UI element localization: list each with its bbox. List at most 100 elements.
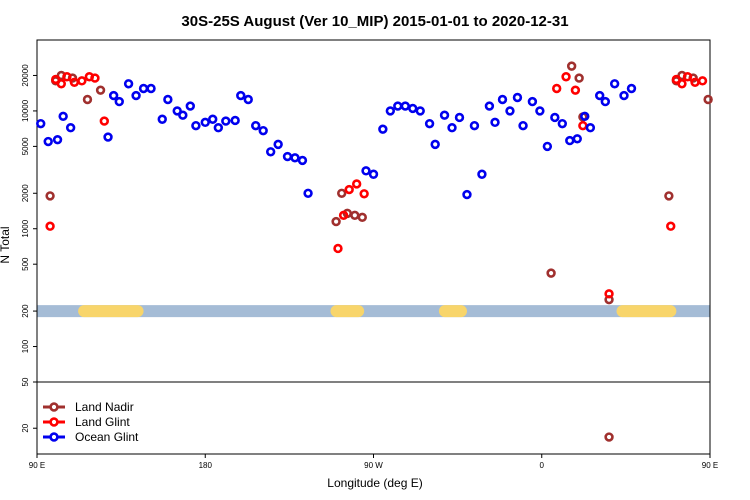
ocean-glint-point	[258, 125, 268, 136]
ocean-glint-point	[108, 90, 119, 101]
ocean-glint-point	[600, 96, 611, 107]
land-nadir-legend-marker	[49, 402, 59, 412]
land-nadir-point	[574, 73, 584, 83]
x-axis: 90 E 180 90 W 0 90 E	[29, 454, 718, 470]
ocean-glint-point	[626, 83, 637, 94]
land-glint-point	[99, 116, 110, 126]
ocean-glint-point	[303, 188, 313, 198]
land-glint-point	[561, 72, 571, 82]
land-glint-legend-label: Land Glint	[75, 415, 130, 429]
land-glint-point	[90, 73, 100, 83]
ocean-glint-point	[172, 106, 182, 116]
land-glint-point	[344, 184, 354, 195]
land-glint-point	[77, 76, 87, 86]
ocean-glint-point	[595, 90, 605, 101]
ocean-glint-point	[290, 153, 300, 163]
x-tick-label: 0	[540, 461, 545, 470]
land-nadir-point	[95, 85, 106, 95]
ocean-glint-point	[230, 115, 240, 126]
ocean-glint-point	[585, 123, 596, 133]
land-glint-point	[677, 79, 687, 89]
ocean-glint-point	[430, 139, 440, 150]
ocean-glint-point	[200, 117, 210, 128]
ocean-glint-legend-label: Ocean Glint	[75, 430, 139, 444]
ocean-glint-point	[138, 83, 149, 94]
y-tick-label: 20	[21, 423, 30, 432]
ocean-glint-point	[490, 117, 500, 128]
ocean-glint-point	[131, 90, 141, 101]
ocean-glint-point	[609, 79, 620, 89]
ocean-glint-point	[518, 120, 528, 131]
land-nadir-point	[82, 94, 93, 105]
land-glint-point	[552, 83, 562, 94]
ocean-glint-point	[527, 96, 538, 107]
land-nadir-point	[331, 216, 341, 227]
ocean-glint-point	[542, 141, 553, 152]
ocean-glint-point	[265, 147, 276, 157]
ocean-glint-point	[393, 101, 403, 111]
ocean-glint-point	[497, 94, 508, 105]
ocean-glint-point	[447, 123, 457, 133]
ocean-glint-point	[114, 96, 124, 107]
y-tick-label: 10000	[21, 99, 30, 122]
ocean-glint-point	[273, 139, 283, 150]
ocean-glint-point	[221, 116, 231, 126]
land-nadir-point	[604, 432, 614, 442]
ocean-glint-point	[400, 101, 410, 111]
ocean-glint-point	[103, 132, 113, 142]
ocean-glint-point	[361, 166, 371, 176]
land-glint-point	[62, 72, 72, 82]
ocean-glint-point	[572, 134, 582, 144]
ocean-glint-point	[439, 110, 450, 120]
ocean-glint-point	[163, 94, 173, 105]
land-glint-point	[666, 221, 676, 231]
ocean-glint-legend-marker	[49, 432, 59, 442]
ocean-glint-point	[454, 112, 465, 123]
land-nadir-point	[546, 268, 556, 278]
land-nadir-point	[703, 94, 713, 105]
ocean-glint-point	[65, 123, 76, 133]
land-glint-point	[671, 74, 682, 85]
ocean-glint-point	[185, 101, 195, 111]
x-tick-label: 90 W	[364, 461, 383, 470]
y-tick-label: 20000	[21, 64, 30, 87]
land-glint-point	[578, 120, 588, 131]
land-nadir-point	[337, 188, 347, 198]
land-nadir-point	[566, 61, 577, 71]
land-glint-point	[45, 221, 55, 231]
y-axis-label: N Total	[0, 226, 12, 263]
land-glint-point	[570, 85, 581, 95]
x-axis-label: Longitude (deg E)	[327, 476, 422, 490]
land-glint-point	[333, 243, 343, 254]
ocean-glint-point	[512, 92, 523, 103]
ocean-glint-point	[58, 111, 68, 122]
ocean-glint-point	[368, 169, 379, 179]
x-tick-label: 180	[199, 461, 213, 470]
land-glint-point	[682, 72, 693, 82]
ocean-glint-point	[484, 101, 495, 111]
y-tick-label: 50	[21, 377, 30, 386]
land-glint-point	[50, 74, 61, 85]
ocean-glint-point	[157, 114, 167, 124]
ocean-glint-point	[505, 106, 515, 116]
ocean-glint-point	[477, 169, 487, 179]
ocean-glint-point	[297, 155, 308, 166]
y-tick-label: 5000	[21, 137, 30, 155]
ocean-glint-point	[178, 110, 188, 120]
land-glint-point	[604, 289, 614, 299]
ocean-glint-point	[123, 79, 134, 89]
ocean-glint-point	[36, 118, 46, 129]
land-glint-point	[351, 179, 362, 189]
ocean-glint-point	[146, 83, 156, 94]
ocean-glint-point	[208, 114, 218, 124]
land-nadir-point	[350, 210, 360, 221]
y-tick-label: 100	[21, 339, 30, 353]
ocean-glint-point	[191, 120, 201, 131]
y-tick-label: 2000	[21, 184, 30, 202]
ocean-glint-point	[236, 90, 246, 101]
ocean-glint-point	[213, 123, 224, 133]
y-tick-label: 200	[21, 304, 30, 318]
land-nadir-point	[357, 212, 367, 223]
